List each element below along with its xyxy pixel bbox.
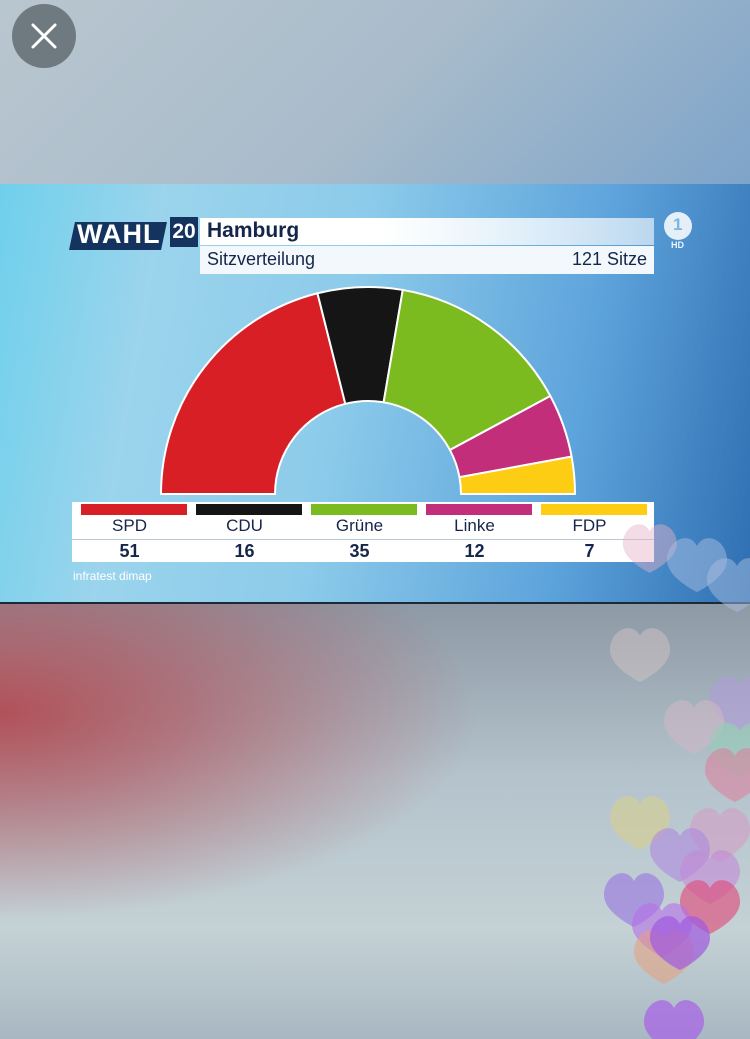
heart-icon bbox=[610, 628, 670, 682]
heart-icon bbox=[622, 524, 677, 573]
legend-swatch bbox=[541, 504, 647, 515]
heart-icon bbox=[707, 558, 750, 612]
heart-icon bbox=[644, 1000, 704, 1039]
legend-item-fdp: FDP 7 bbox=[532, 502, 647, 562]
hearts-overlay bbox=[604, 524, 750, 1039]
heart-icon bbox=[664, 700, 724, 754]
heart-icon bbox=[650, 916, 710, 970]
legend-swatch bbox=[426, 504, 532, 515]
heart-icon bbox=[710, 676, 750, 730]
legend-item-linke: Linke 12 bbox=[417, 502, 532, 562]
legend-item-cdu: CDU 16 bbox=[187, 502, 302, 562]
legend-item-grüne: Grüne 35 bbox=[302, 502, 417, 562]
legend-seat-count: 12 bbox=[464, 541, 485, 561]
subtitle-bar bbox=[200, 246, 654, 274]
wahl-logo-text: WAHL bbox=[77, 219, 161, 249]
seat-segment-fdp bbox=[458, 455, 577, 495]
seat-segment-spd bbox=[159, 292, 347, 495]
legend-party-name: Grüne bbox=[335, 516, 384, 535]
legend-swatch bbox=[196, 504, 302, 515]
legend-party-name: SPD bbox=[112, 516, 147, 535]
legend-party-name: Linke bbox=[454, 516, 495, 535]
channel-logo-icon: 1 bbox=[664, 212, 692, 240]
legend-swatch bbox=[81, 504, 187, 515]
legend-seat-count: 16 bbox=[234, 541, 255, 561]
legend-seat-count: 7 bbox=[584, 541, 595, 561]
close-button[interactable] bbox=[12, 4, 76, 68]
chart-subtitle: Sitzverteilung bbox=[207, 249, 316, 269]
legend-item-spd: SPD 51 bbox=[72, 502, 187, 562]
title-bar bbox=[200, 218, 654, 245]
wahl-logo-number: 20 bbox=[170, 217, 198, 247]
divider bbox=[0, 602, 750, 604]
seat-segment-grüne bbox=[382, 288, 552, 452]
channel-logo-text: 1 bbox=[673, 215, 683, 234]
close-icon bbox=[31, 23, 57, 49]
source-label: infratest dimap bbox=[73, 569, 152, 583]
background-top bbox=[0, 0, 750, 184]
legend-seat-count: 35 bbox=[349, 541, 370, 561]
chart-title: Hamburg bbox=[207, 219, 300, 242]
chart-legend: SPD 51 CDU 16 Grüne 35 Linke 12 FDP 7 bbox=[72, 502, 654, 562]
legend-party-name: CDU bbox=[226, 516, 263, 535]
legend-swatch bbox=[311, 504, 417, 515]
legend-seat-count: 51 bbox=[119, 541, 140, 561]
legend-party-name: FDP bbox=[572, 516, 607, 535]
hd-badge: HD bbox=[671, 240, 684, 250]
total-seats: 121 Sitze bbox=[571, 249, 647, 269]
heart-icon bbox=[705, 748, 750, 802]
legend-separator bbox=[72, 539, 654, 540]
